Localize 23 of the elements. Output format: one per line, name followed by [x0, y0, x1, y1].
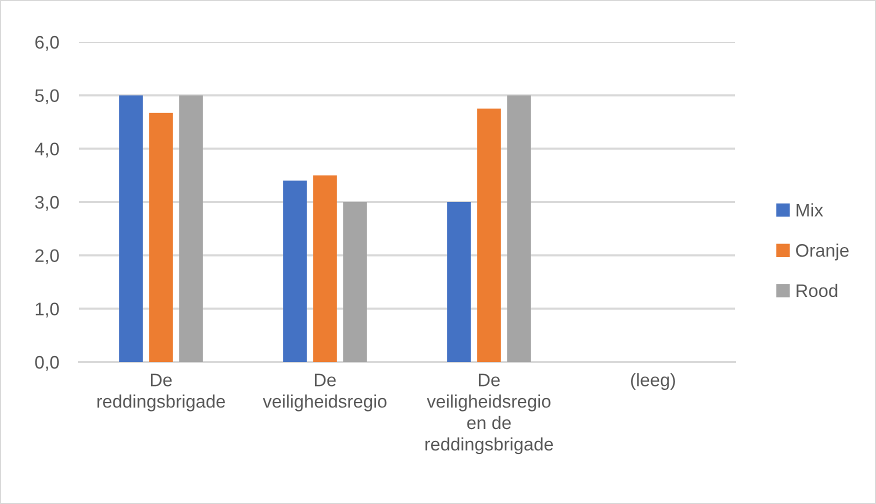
y-tick-label: 3,0 — [35, 196, 59, 211]
y-tick-label: 2,0 — [35, 249, 59, 264]
y-tick-label: 0,0 — [35, 356, 59, 371]
bar — [447, 202, 471, 362]
y-tick-label: 1,0 — [36, 302, 59, 318]
y-tick-label: 6,0 — [35, 36, 59, 51]
x-tick-label: De veiligheidsregio en de reddingsbrigade — [425, 374, 553, 454]
legend-label: Mix — [796, 203, 824, 216]
bar — [149, 112, 173, 362]
bar — [119, 95, 143, 362]
y-tick-label: 4,0 — [34, 142, 59, 158]
bar — [313, 175, 337, 362]
bar — [283, 180, 307, 362]
legend-label: Rood — [796, 284, 838, 298]
bar — [179, 95, 203, 362]
x-tick-label: (leeg) — [631, 373, 675, 390]
bar — [343, 202, 367, 362]
x-tick-label: De veiligheidsregio — [262, 374, 386, 412]
legend-label: Oranje — [796, 244, 849, 260]
y-tick-label: 5,0 — [35, 89, 59, 104]
bar — [507, 95, 531, 362]
bar — [477, 108, 501, 362]
x-tick-label: De reddingsbrigade — [97, 374, 225, 412]
